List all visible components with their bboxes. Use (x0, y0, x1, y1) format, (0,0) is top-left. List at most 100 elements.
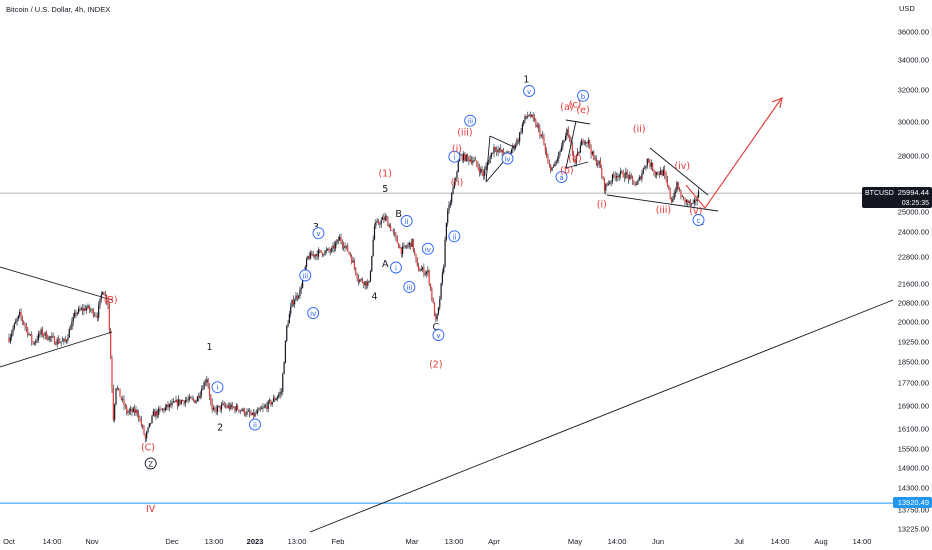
candle-body (282, 374, 284, 392)
candle-body (258, 408, 260, 411)
candle-body (543, 136, 545, 145)
wave-label: (2) (429, 359, 442, 370)
candle-body (134, 408, 136, 413)
candle-body (171, 402, 173, 406)
candle-body (13, 323, 15, 329)
candle-body (520, 132, 522, 133)
candle-body (425, 272, 428, 274)
x-tick-label: 2023 (247, 537, 264, 546)
wave-label-circle (692, 214, 705, 226)
candle-body (532, 114, 534, 118)
candle-body (676, 182, 678, 192)
candle-body (351, 255, 353, 263)
candle-body (556, 158, 559, 162)
candle-body (92, 309, 94, 316)
candle-body (39, 333, 41, 335)
candle-body (550, 164, 552, 171)
candle-body (683, 196, 685, 198)
wave-label-circle (523, 85, 536, 97)
wave-label-circle (448, 150, 461, 163)
wave-label: (iv) (674, 161, 690, 172)
candle-body (295, 295, 297, 301)
candle-body (456, 171, 458, 178)
candle-body (135, 410, 137, 413)
candle-body (68, 328, 70, 338)
candle-body (214, 407, 216, 409)
candle-body (272, 398, 275, 402)
candle-body (593, 151, 595, 160)
candle-body (658, 174, 660, 175)
candle-body (498, 148, 500, 150)
candle-body (60, 341, 62, 343)
candle-body (521, 124, 523, 133)
candle-body (621, 171, 623, 172)
wave-label: iv (310, 310, 316, 318)
flag-lower (565, 161, 589, 169)
candle-body (546, 151, 548, 157)
candle-body (359, 279, 361, 282)
candle-body (312, 254, 314, 256)
candle-body (120, 396, 122, 400)
candle-body (253, 412, 255, 417)
candle-body (581, 140, 583, 146)
price-axis[interactable]: 36000.00 34000.00 32000.00 30000.00 28000.00… (898, 28, 929, 534)
x-tick-label: 14:00 (853, 537, 872, 546)
support-tag-bg (893, 497, 932, 508)
candle-body (393, 231, 396, 234)
candle-body (465, 154, 467, 161)
candle-body (41, 329, 44, 336)
candle-body (90, 309, 92, 311)
y-tick-label: 13750.00 (898, 506, 929, 515)
candle-body (419, 270, 421, 272)
candle-body (270, 400, 272, 405)
wave-label: iii (467, 118, 473, 126)
candle-body (202, 389, 204, 391)
currency-label: USD (899, 4, 915, 13)
candle-body (391, 230, 393, 232)
x-tick-label: 13:00 (445, 537, 464, 546)
candle-body (191, 398, 193, 399)
candle-body (403, 245, 405, 247)
candle-body (501, 150, 503, 152)
candle-body (466, 154, 469, 158)
candle-body (24, 324, 26, 327)
candle-body (423, 267, 425, 275)
candle-body (218, 405, 220, 407)
candle-body (610, 181, 612, 183)
candle-body (582, 140, 584, 143)
candle-body (435, 315, 437, 320)
candle-body (474, 159, 477, 161)
candle-body (536, 125, 538, 127)
candle-body (406, 246, 408, 248)
candle-body (453, 181, 455, 189)
candle-body (339, 236, 341, 241)
candle-body (609, 182, 611, 185)
candle-body (554, 164, 556, 167)
projection-path (685, 98, 782, 209)
candle-body (294, 300, 296, 305)
candle-body (385, 216, 388, 219)
candle-body (347, 245, 349, 252)
candle-body (460, 154, 462, 156)
candle-body (51, 336, 53, 338)
candle-body (367, 282, 369, 286)
candle-body (315, 254, 317, 257)
wave-label-circle (577, 89, 589, 102)
candle-body (602, 176, 604, 179)
candle-body (228, 405, 231, 409)
candle-body (183, 400, 185, 404)
candle-body (231, 404, 233, 407)
candle-body (451, 193, 453, 203)
candle-body (473, 159, 475, 161)
candle-body (445, 222, 447, 240)
candle-body (493, 147, 495, 154)
candle-body (418, 265, 420, 271)
x-tick-label: May (568, 537, 582, 546)
time-axis[interactable]: Oct 14:00 Nov Dec 13:00 2023 13:00 Feb Mar 13:00 A… (3, 537, 871, 546)
candle-body (276, 396, 279, 399)
candle-body (674, 191, 677, 194)
candle-body (614, 175, 616, 178)
candle-body (478, 168, 481, 173)
candle-body (510, 149, 513, 153)
